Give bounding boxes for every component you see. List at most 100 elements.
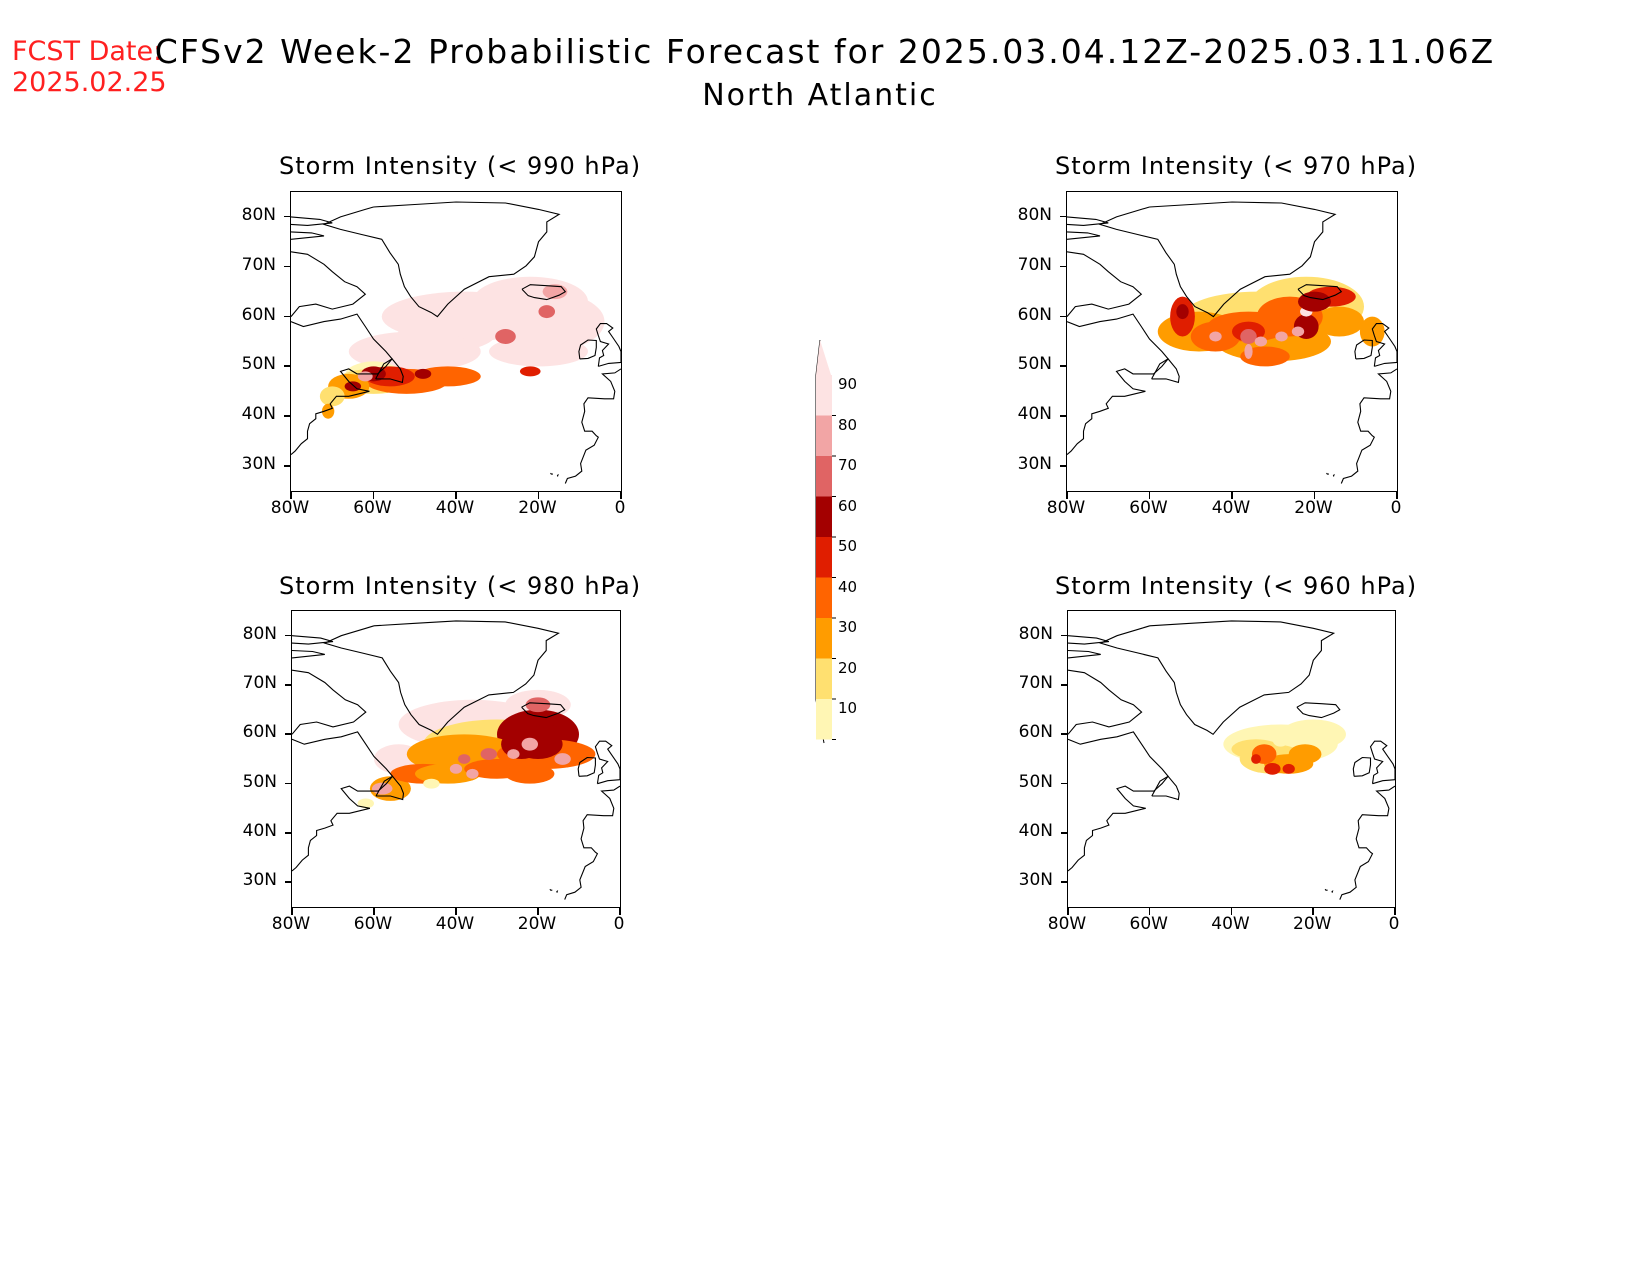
lat-tick [285,881,292,883]
intensity-blob [344,381,362,392]
lon-tick [373,908,375,915]
colorbar-box-80 [816,415,832,456]
coastline [1340,368,1397,484]
intensity-blob [348,331,481,372]
coastline [550,472,553,475]
intensity-field [357,689,596,809]
colorbar-label-40: 40 [838,577,858,596]
intensity-blob [1244,343,1253,359]
colorbar-box-20 [816,658,832,699]
coastline [1068,649,1101,659]
lon-label: 0 [1388,914,1400,934]
lon-tick [372,492,374,499]
coastline [291,231,325,240]
map-canvas [1067,201,1397,484]
lat-tick [285,733,292,735]
coastline [1352,756,1372,777]
panel-title-960: Storm Intensity (< 960 hPa) [1055,572,1418,600]
lon-label: 20W [518,498,557,518]
colorbar-box-50 [816,537,832,578]
lat-label: 70N [242,673,277,693]
intensity-blob [525,697,551,713]
coastline [578,339,597,360]
lat-label: 70N [1017,254,1052,275]
coastline [556,473,559,477]
intensity-blob [1272,731,1289,747]
intensity-blob [521,737,538,751]
fcst-date-label: FCST Date: [12,36,163,67]
lat-tick [1061,832,1068,834]
coastline [556,890,559,893]
coastline [595,323,621,367]
coastline [577,756,596,777]
coastline [1068,669,1143,735]
lon-label: 80W [1046,498,1086,518]
map-canvas [1068,620,1395,900]
intensity-blob [489,291,605,352]
lon-tick [619,908,621,915]
lat-tick [1061,733,1068,735]
lat-label: 40N [242,821,277,841]
lon-label: 60W [1129,498,1168,518]
intensity-blob [507,749,520,759]
lat-label: 40N [1018,821,1053,841]
coastline [1354,339,1373,360]
lat-tick [1061,684,1068,686]
coastline [521,702,566,719]
panel-title-990: Storm Intensity (< 990 hPa) [279,152,642,180]
map-panel-960 [1067,610,1396,908]
lon-tick [1066,492,1068,499]
lon-label: 80W [1047,914,1087,934]
colorbar-box-10 [816,699,832,740]
coastline [1339,785,1395,900]
intensity-blob [1240,329,1257,344]
intensity-blob [449,763,463,774]
coastline [1151,775,1180,801]
intensity-blob [357,798,374,809]
panel-title-980: Storm Intensity (< 980 hPa) [279,572,642,600]
colorbar-top-triangle [816,340,831,375]
coastline [1067,313,1169,456]
lat-label: 70N [241,254,276,275]
intensity-blob [489,336,588,367]
colorbar-label-70: 70 [838,456,858,474]
lat-tick [285,634,292,637]
intensity-blob [423,778,440,789]
fcst-date-value: 2025.02.25 [12,67,167,98]
intensity-blob [505,763,555,784]
lat-tick [285,684,292,686]
coastline [375,775,405,801]
lat-label: 80N [241,204,276,225]
lon-tick [1148,492,1150,499]
lon-tick [1148,908,1151,915]
lat-tick [1060,415,1067,417]
lat-label: 60N [242,722,277,743]
intensity-blob [1314,306,1364,337]
lat-tick [1060,315,1067,318]
coastlines [292,620,620,900]
lat-label: 70N [1018,673,1053,693]
main-title: CFSv2 Week-2 Probabilistic Forecast for … [154,32,1496,71]
intensity-blob [1254,336,1268,347]
lat-tick [1060,215,1067,218]
coastline [292,731,394,872]
coastline [292,669,367,735]
lat-tick [284,365,291,367]
colorbar-box-70 [816,456,832,497]
coastline [375,358,404,384]
coastline [291,251,367,317]
colorbar-label-30: 30 [838,618,858,636]
coastline [521,284,567,301]
colorbar-label-80: 80 [838,415,858,434]
map-panel-980 [291,610,621,908]
lon-tick [291,908,293,915]
lat-tick [284,465,291,467]
intensity-field [319,276,605,419]
lat-tick [285,832,292,834]
colorbar-label-90: 90 [838,375,858,393]
intensity-blob [321,403,335,419]
lon-label: 60W [1129,914,1168,934]
intensity-blob [554,753,571,765]
lat-tick [284,265,291,268]
coastlines [1067,201,1397,484]
